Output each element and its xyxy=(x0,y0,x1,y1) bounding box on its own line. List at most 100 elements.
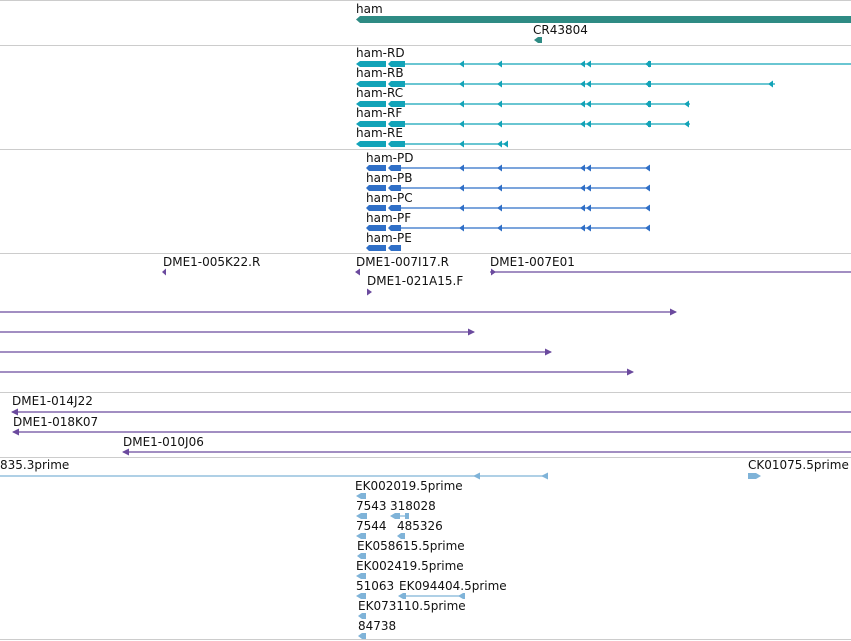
cds-block[interactable] xyxy=(645,204,650,212)
cds-block[interactable] xyxy=(366,225,386,231)
est-block[interactable] xyxy=(473,472,480,480)
est-block[interactable] xyxy=(458,593,465,599)
feature-CK01075.5prime[interactable]: CK01075.5prime xyxy=(748,458,849,479)
cds-block[interactable] xyxy=(497,164,502,172)
clone-arrow[interactable] xyxy=(162,268,166,276)
exon-block[interactable] xyxy=(356,81,386,87)
exon-block[interactable] xyxy=(459,140,464,148)
exon-block[interactable] xyxy=(388,101,405,107)
exon-block[interactable] xyxy=(648,81,651,87)
cds-block[interactable] xyxy=(580,164,585,172)
exon-block[interactable] xyxy=(586,80,591,88)
est-block[interactable] xyxy=(356,573,366,579)
feature-835.3prime[interactable]: 835.3prime xyxy=(0,458,548,480)
feature-DME1-010J06[interactable]: DME1-010J06 xyxy=(122,435,851,456)
exon-block[interactable] xyxy=(586,60,591,68)
feature-EK094404.5prime[interactable]: EK094404.5prime xyxy=(398,579,507,599)
est-block[interactable] xyxy=(398,593,406,599)
feature-318028[interactable]: 318028 xyxy=(390,499,436,519)
feature-CR43804[interactable]: CR43804 xyxy=(533,23,588,43)
cds-block[interactable] xyxy=(645,184,650,192)
clone-line-row[interactable] xyxy=(0,368,634,376)
exon-block[interactable] xyxy=(459,80,464,88)
exon-block[interactable] xyxy=(684,100,689,108)
clone-arrow[interactable] xyxy=(468,328,475,336)
cds-block[interactable] xyxy=(459,184,464,192)
feature-DME1-005K22.R[interactable]: DME1-005K22.R xyxy=(162,255,260,276)
clone-line-row[interactable] xyxy=(0,328,475,336)
exon-block[interactable] xyxy=(497,60,502,68)
exon-block[interactable] xyxy=(459,120,464,128)
cds-block[interactable] xyxy=(645,224,650,232)
exon-block[interactable] xyxy=(497,140,502,148)
cds-block[interactable] xyxy=(366,185,386,191)
feature-DME1-007E01[interactable]: DME1-007E01 xyxy=(490,255,851,276)
cds-block[interactable] xyxy=(459,224,464,232)
feature-ham-RB[interactable]: ham-RB xyxy=(356,66,775,88)
exon-block[interactable] xyxy=(497,120,502,128)
cds-block[interactable] xyxy=(366,205,386,211)
clone-arrow[interactable] xyxy=(627,368,634,376)
exon-block[interactable] xyxy=(497,100,502,108)
est-block[interactable] xyxy=(358,613,366,619)
clone-arrow[interactable] xyxy=(122,448,129,456)
exon-block[interactable] xyxy=(503,140,508,148)
exon-block[interactable] xyxy=(586,120,591,128)
est-block[interactable] xyxy=(358,633,366,639)
cds-block[interactable] xyxy=(388,245,401,251)
cds-block[interactable] xyxy=(580,204,585,212)
feature-EK002019.5prime[interactable]: EK002019.5prime xyxy=(355,479,463,499)
feature-ham-PD[interactable]: ham-PD xyxy=(366,151,650,172)
cds-block[interactable] xyxy=(586,204,591,212)
cds-block[interactable] xyxy=(586,184,591,192)
est-block[interactable] xyxy=(356,593,366,599)
feature-DME1-021A15.F[interactable]: DME1-021A15.F xyxy=(367,274,463,296)
est-block[interactable] xyxy=(405,513,409,519)
exon-block[interactable] xyxy=(356,141,386,147)
exon-block[interactable] xyxy=(580,80,585,88)
exon-block[interactable] xyxy=(648,61,651,67)
feature-ham-PB[interactable]: ham-PB xyxy=(366,171,650,192)
exon-block[interactable] xyxy=(356,101,386,107)
exon-block[interactable] xyxy=(580,120,585,128)
cds-block[interactable] xyxy=(366,245,386,251)
feature-ham-RF[interactable]: ham-RF xyxy=(356,106,690,128)
exon-block[interactable] xyxy=(580,100,585,108)
cds-block[interactable] xyxy=(366,165,386,171)
exon-block[interactable] xyxy=(356,61,386,67)
exon-block[interactable] xyxy=(648,121,651,127)
exon-block[interactable] xyxy=(768,80,773,88)
feature-ham-RC[interactable]: ham-RC xyxy=(356,86,690,108)
clone-arrow[interactable] xyxy=(11,408,18,416)
exon-block[interactable] xyxy=(388,141,405,147)
est-block[interactable] xyxy=(356,513,367,519)
feature-51063[interactable]: 51063 xyxy=(356,579,394,599)
feature-EK073110.5prime[interactable]: EK073110.5prime xyxy=(358,599,466,619)
gene-bar[interactable] xyxy=(534,37,542,43)
cds-block[interactable] xyxy=(388,185,401,191)
cds-block[interactable] xyxy=(459,204,464,212)
est-block[interactable] xyxy=(397,533,405,539)
gene-bar[interactable] xyxy=(356,16,851,23)
cds-block[interactable] xyxy=(497,204,502,212)
cds-block[interactable] xyxy=(497,224,502,232)
exon-block[interactable] xyxy=(648,101,651,107)
exon-block[interactable] xyxy=(586,100,591,108)
clone-arrow[interactable] xyxy=(670,308,677,316)
cds-block[interactable] xyxy=(580,224,585,232)
exon-block[interactable] xyxy=(459,60,464,68)
clone-arrow[interactable] xyxy=(491,268,496,276)
cds-block[interactable] xyxy=(645,164,650,172)
exon-block[interactable] xyxy=(388,81,405,87)
cds-block[interactable] xyxy=(388,165,401,171)
feature-ham-RE[interactable]: ham-RE xyxy=(356,126,508,148)
feature-EK058615.5prime[interactable]: EK058615.5prime xyxy=(357,539,465,559)
exon-block[interactable] xyxy=(684,120,689,128)
cds-block[interactable] xyxy=(580,184,585,192)
feature-84738[interactable]: 84738 xyxy=(358,619,396,639)
feature-DME1-018K07[interactable]: DME1-018K07 xyxy=(12,415,851,436)
cds-block[interactable] xyxy=(459,164,464,172)
est-block[interactable] xyxy=(356,533,366,539)
cds-block[interactable] xyxy=(388,225,401,231)
clone-arrow[interactable] xyxy=(355,268,360,276)
